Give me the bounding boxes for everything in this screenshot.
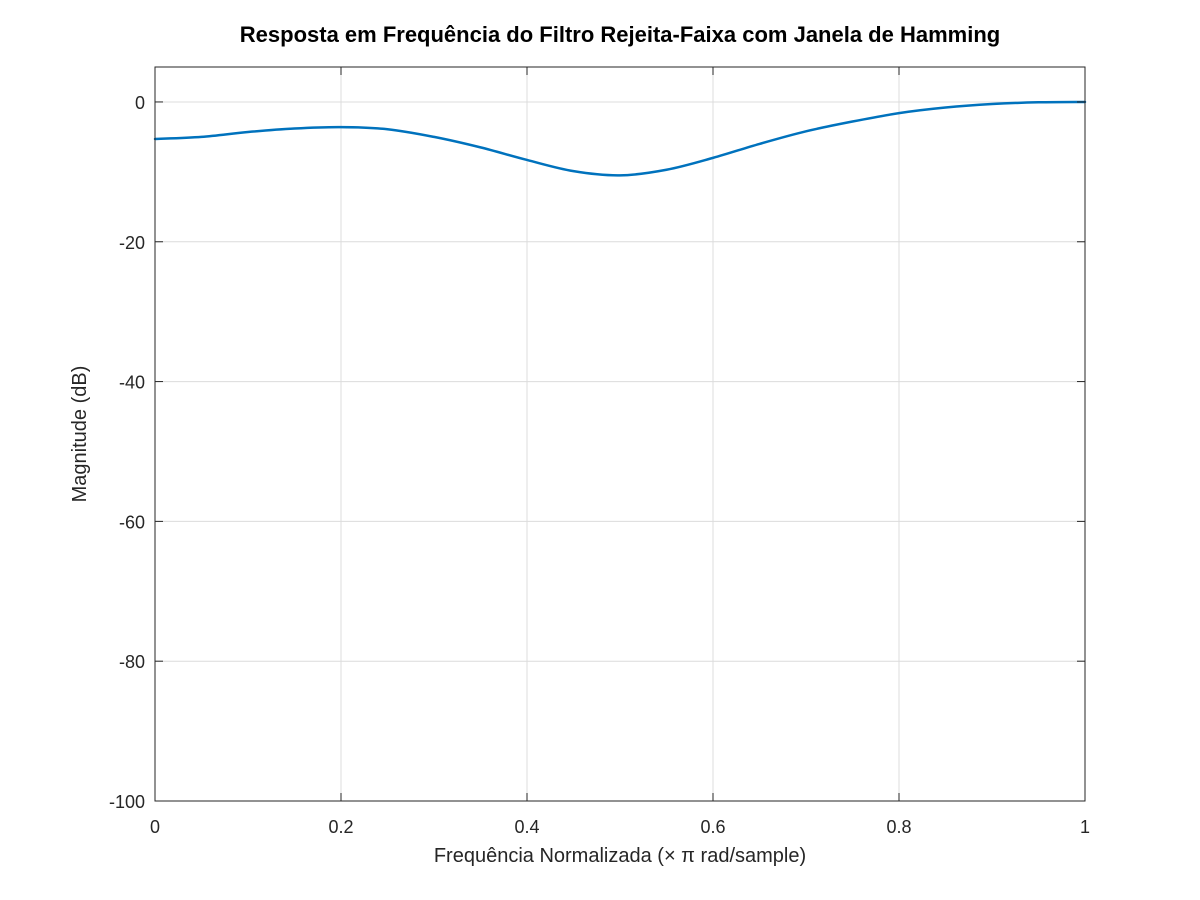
x-axis-label: Frequência Normalizada (× π rad/sample) [434,845,806,867]
series-line-0 [153,100,1087,177]
ticks: 0 0.2 0.4 0.6 0.8 1 0 -20 -40 -60 -80 -100 [109,67,1090,837]
y-tick-label: -100 [109,792,145,812]
axes-box [154,66,1086,802]
series-layer [153,100,1087,177]
y-tick-label: -80 [119,652,145,672]
grid [154,67,1086,802]
y-tick-label: -60 [119,512,145,532]
y-axis-label: Magnitude (dB) [69,366,91,503]
x-tick-label: 0 [150,817,160,837]
chart-title: Resposta em Frequência do Filtro Rejeita… [240,22,1000,47]
x-tick-label: 0.6 [700,817,725,837]
x-tick-label: 0.8 [886,817,911,837]
y-tick-label: 0 [135,93,145,113]
x-tick-label: 0.2 [328,817,353,837]
y-tick-label: -40 [119,373,145,393]
y-tick-label: -20 [119,233,145,253]
x-tick-label: 1 [1080,817,1090,837]
x-tick-label: 0.4 [514,817,539,837]
